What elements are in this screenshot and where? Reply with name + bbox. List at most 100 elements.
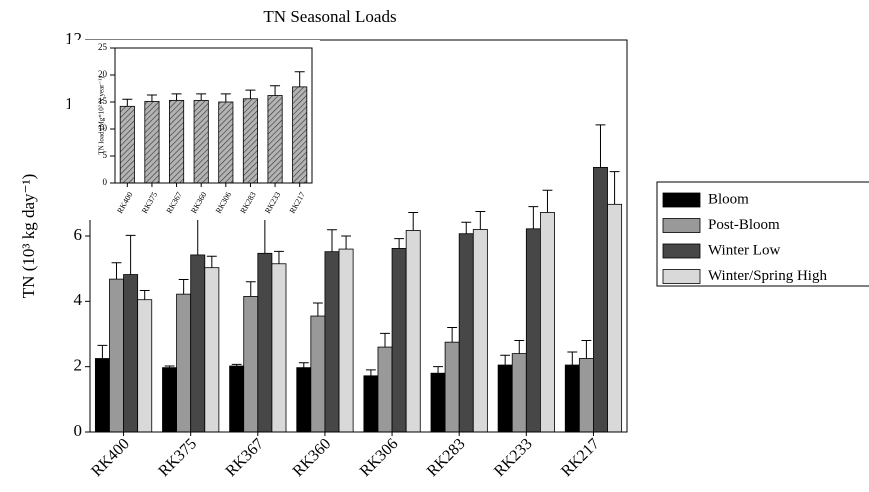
y-axis-label: TN (10³ kg day⁻¹) [19,174,38,298]
bar [458,233,474,433]
bar [169,99,185,184]
y-tick-label: 15 [98,96,108,106]
y-tick-label: 20 [98,69,108,79]
error-bar [609,171,620,205]
error-bar [294,71,305,87]
error-bar [259,217,270,254]
plot-frame [114,47,313,184]
legend-swatch [662,192,701,208]
bar [540,212,555,433]
y-tick-label: 2 [74,356,83,375]
x-tick-label: RK283 [424,435,469,480]
error-bar [327,229,337,252]
x-tick-label: RK375 [155,435,200,480]
bar [94,358,110,433]
error-bar [122,98,133,107]
plot-frame [89,39,628,433]
bar [377,346,393,433]
error-bar [139,290,150,300]
bar [218,101,234,184]
bar [338,248,354,433]
bar [525,228,541,433]
error-bar [567,351,578,366]
error-bar [270,85,281,96]
error-bar [220,93,231,102]
bar [176,293,192,433]
error-bar [433,366,443,374]
legend-label: Bloom [708,191,749,207]
error-bar [178,278,189,295]
bar [511,353,527,433]
bar [190,254,206,433]
legend-swatch [662,218,701,233]
bar [257,252,273,433]
error-bar [581,340,592,359]
error-bar [298,362,309,368]
legend-swatch [662,243,701,259]
y-tick-label: 6 [74,225,83,244]
bar [472,229,488,433]
error-bar [125,234,136,275]
bar [578,358,594,433]
bar [109,278,124,433]
bar [607,203,623,433]
x-tick-label: RK306 [357,435,402,480]
bar [123,274,139,433]
error-bar [408,211,419,231]
bar [296,367,312,433]
error-bar [595,124,606,168]
x-tick-label: RK217 [558,435,603,480]
bar [271,263,287,433]
legend-label: Post-Bloom [708,217,780,233]
bar [144,101,160,184]
x-tick-label: RK367 [223,435,268,480]
bar [193,99,209,184]
legend-swatch [662,269,701,284]
error-bar [192,218,203,255]
error-bar [146,94,157,102]
error-bar [341,235,352,250]
error-bar [312,302,323,317]
bar [405,230,421,433]
x-tick-label: RK360 [290,435,335,480]
error-bar [171,93,182,101]
bar [242,98,258,184]
x-tick-label: RK233 [491,435,536,480]
error-bar [500,354,511,366]
error-bar [245,89,256,99]
error-bar [245,281,256,297]
bar [229,365,245,433]
bar [310,315,326,433]
error-bar [394,238,405,249]
x-tick-label: RK400 [88,435,133,480]
error-bar [231,363,242,367]
error-bar [542,189,553,213]
bar [119,105,135,184]
bar [243,296,259,433]
bar [564,364,580,433]
error-bar [528,206,539,229]
bar [292,86,308,184]
bar [137,299,153,433]
bar [593,166,608,433]
error-bar [380,332,390,348]
bar [204,267,220,433]
y-tick-label: 10 [98,123,108,133]
bar [267,95,283,184]
error-bar [196,93,207,101]
bar [363,375,379,433]
error-bar [461,221,472,234]
error-bar [447,326,458,343]
bar [162,367,177,433]
error-bar [475,211,486,230]
error-bar [164,365,175,368]
bar [430,372,446,433]
error-bar [274,250,284,264]
y-axis-label: TN load (Mg*10² N year⁻¹) [98,76,106,155]
y-tick-label: 0 [103,177,108,187]
chart-title: TN Seasonal Loads [263,7,396,26]
error-bar [514,340,525,354]
y-tick-label: 25 [98,42,108,52]
bar [444,341,460,433]
